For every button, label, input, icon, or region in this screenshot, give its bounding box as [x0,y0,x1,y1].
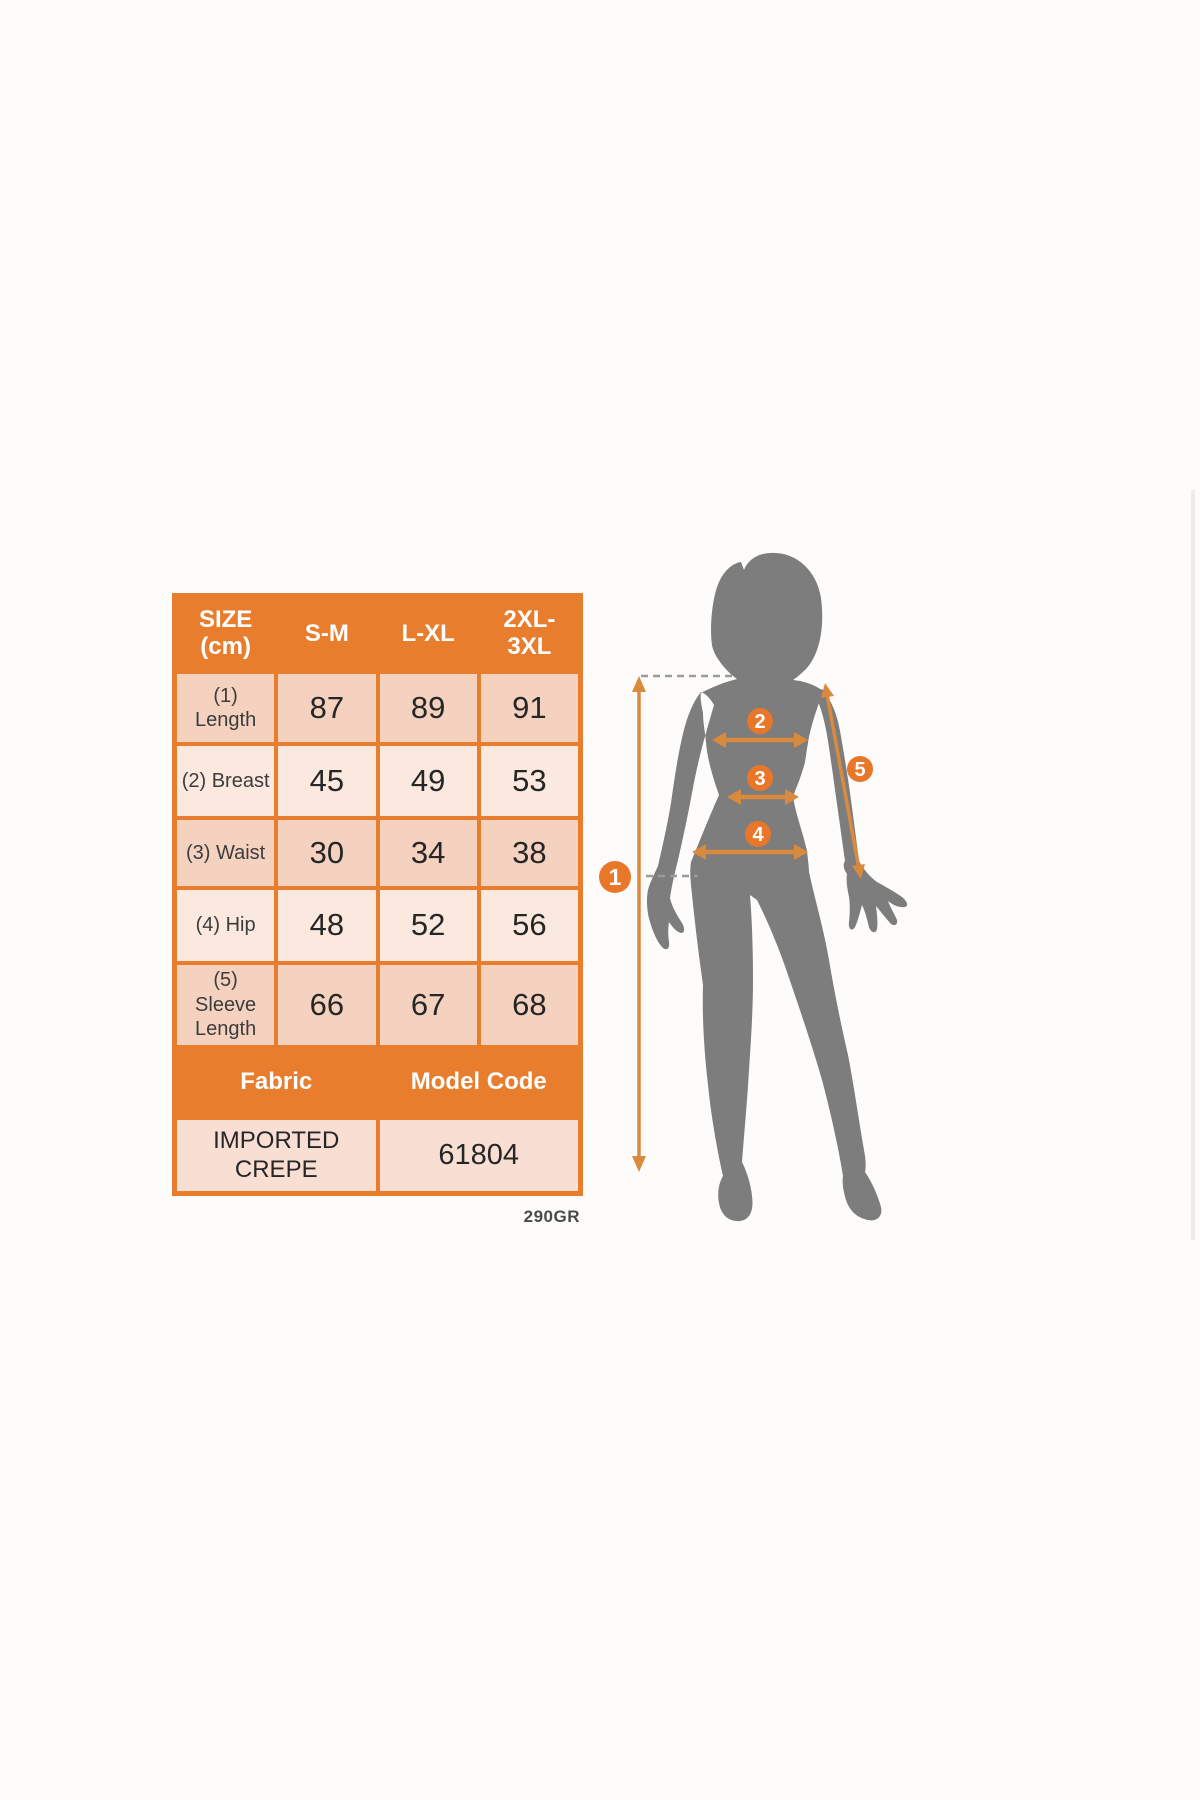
weight-note: 290GR [523,1207,580,1226]
body-measurement-diagram: 1 2 3 4 5 [599,552,908,1222]
marker-2: 2 [747,708,773,734]
marker-4: 4 [745,821,771,847]
svg-text:3: 3 [754,768,765,790]
table-cell: 67 [379,965,477,1045]
row-label-length: (1) Length [177,674,275,742]
table-cell: 68 [480,965,578,1045]
table-cell: 91 [480,674,578,742]
model-code-header: Model Code [410,1068,547,1096]
fabric-value: IMPORTED CREPE [177,1120,376,1191]
size-table-header-sm: S-M [304,619,349,647]
table-cell: 53 [480,746,578,816]
svg-text:1: 1 [609,864,622,890]
size-table-header-size: SIZE (cm) [198,606,253,660]
row-label-sleeve-length: (5) Sleeve Length [177,965,275,1045]
breast-arrow [712,732,808,748]
row-label-waist: (3) Waist [177,820,275,886]
hip-arrow [692,844,808,860]
svg-text:5: 5 [854,759,865,781]
table-cell: 49 [379,746,477,816]
photo-edge-artifact [1191,490,1195,1240]
table-cell: 89 [379,674,477,742]
fabric-header: Fabric [240,1068,313,1096]
length-arrow [632,676,646,1172]
size-table-header-lxl: L-XL [401,619,455,647]
sleeve-arrow [821,683,865,879]
svg-text:2: 2 [754,711,765,733]
table-cell: 30 [278,820,376,886]
row-label-hip: (4) Hip [177,890,275,961]
marker-5: 5 [847,756,873,782]
table-cell: 38 [480,820,578,886]
marker-3: 3 [747,765,773,791]
table-cell: 87 [278,674,376,742]
marker-1: 1 [599,861,631,893]
size-table: SIZE (cm) S-M L-XL 2XL- 3XL (1) Length 8… [172,593,583,1196]
row-label-breast: (2) Breast [177,746,275,816]
waist-arrow [727,789,799,805]
table-cell: 56 [480,890,578,961]
model-code-value: 61804 [379,1120,578,1191]
table-cell: 34 [379,820,477,886]
table-cell: 48 [278,890,376,961]
table-cell: 52 [379,890,477,961]
svg-text:4: 4 [752,824,764,846]
table-cell: 45 [278,746,376,816]
table-cell: 66 [278,965,376,1045]
size-table-header-2xl3xl: 2XL- 3XL [503,606,556,660]
woman-silhouette [646,552,908,1222]
